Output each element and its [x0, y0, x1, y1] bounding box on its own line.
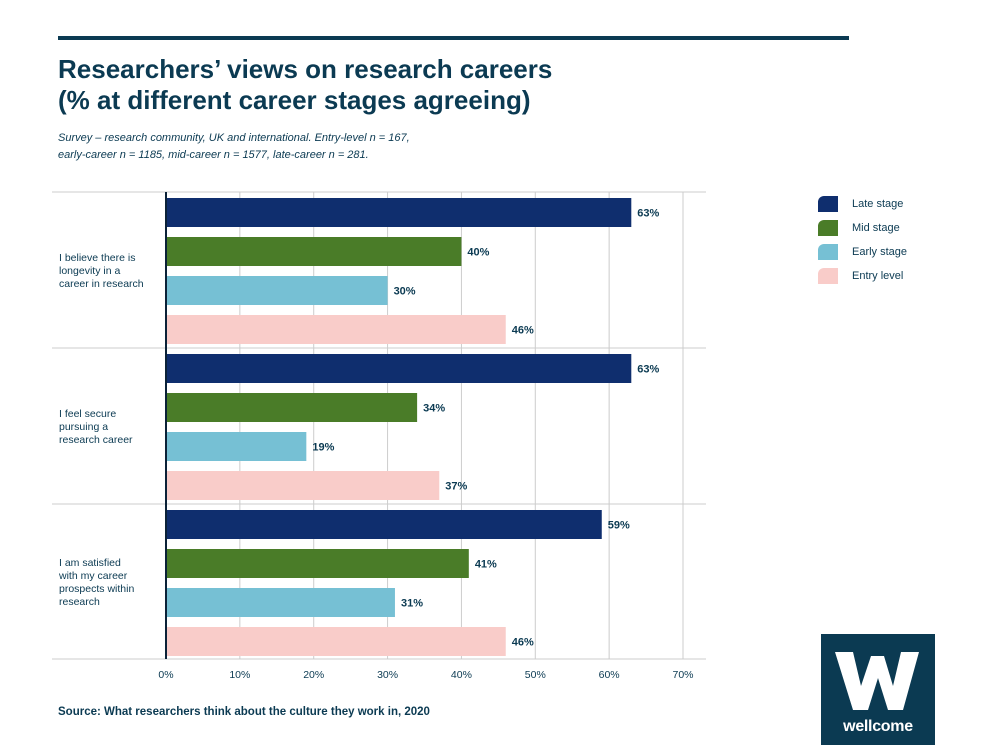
- legend-label-mid: Mid stage: [852, 222, 900, 234]
- legend-label-entry: Entry level: [852, 270, 904, 282]
- x-tick-label: 0%: [158, 669, 173, 681]
- category-label: I believe there is: [59, 252, 135, 264]
- category-label: I feel secure: [59, 408, 116, 420]
- data-label-entry: 46%: [512, 637, 534, 649]
- legend-item-entry: Entry level: [818, 264, 907, 288]
- data-label-late: 63%: [637, 208, 659, 220]
- chart-title-line-2: (% at different career stages agreeing): [58, 85, 531, 115]
- data-label-mid: 40%: [467, 247, 489, 259]
- bar-late: [166, 198, 632, 227]
- data-label-entry: 37%: [445, 481, 467, 493]
- x-tick-label: 10%: [229, 669, 250, 681]
- wellcome-logo: W wellcome: [821, 634, 935, 745]
- bar-entry: [166, 627, 506, 656]
- category-label: career in research: [59, 278, 144, 290]
- chart-title-line-1: Researchers’ views on research careers: [58, 54, 553, 84]
- x-tick-label: 30%: [377, 669, 398, 681]
- category-label: prospects within: [59, 583, 134, 595]
- bar-early: [166, 432, 307, 461]
- subtitle-line-2: early-career n = 1185, mid-career n = 15…: [58, 149, 369, 161]
- category-label: research career: [59, 434, 133, 446]
- chart-legend: Late stage Mid stage Early stage Entry l…: [818, 192, 907, 288]
- data-label-early: 19%: [312, 442, 334, 454]
- legend-swatch-late: [818, 196, 838, 212]
- x-tick-label: 70%: [672, 669, 693, 681]
- data-label-late: 63%: [637, 364, 659, 376]
- bar-late: [166, 510, 602, 539]
- category-label: pursuing a: [59, 421, 108, 433]
- data-label-late: 59%: [608, 520, 630, 532]
- legend-label-early: Early stage: [852, 246, 908, 258]
- data-label-mid: 41%: [475, 559, 497, 571]
- category-label: with my career: [58, 570, 128, 582]
- legend-item-mid: Mid stage: [818, 216, 907, 240]
- wellcome-w-icon: W: [835, 652, 919, 710]
- category-label: research: [59, 596, 100, 608]
- category-label: I am satisfied: [59, 557, 121, 569]
- legend-swatch-mid: [818, 220, 838, 236]
- chart-subtitle: Survey – research community, UK and inte…: [58, 130, 618, 164]
- bar-late: [166, 354, 632, 383]
- legend-swatch-entry: [818, 268, 838, 284]
- bar-entry: [166, 315, 506, 344]
- legend-label-late: Late stage: [852, 198, 904, 210]
- x-tick-label: 50%: [525, 669, 546, 681]
- x-tick-label: 40%: [451, 669, 472, 681]
- legend-item-early: Early stage: [818, 240, 907, 264]
- data-label-mid: 34%: [423, 403, 445, 415]
- bar-mid: [166, 393, 418, 422]
- wellcome-wordmark: wellcome: [843, 718, 913, 735]
- data-label-entry: 46%: [512, 325, 534, 337]
- subtitle-line-1: Survey – research community, UK and inte…: [58, 132, 410, 144]
- category-label: longevity in a: [59, 265, 120, 277]
- legend-swatch-early: [818, 244, 838, 260]
- source-note: Source: What researchers think about the…: [58, 706, 430, 718]
- x-tick-label: 20%: [303, 669, 324, 681]
- bar-early: [166, 276, 388, 305]
- bar-mid: [166, 237, 462, 266]
- legend-item-late: Late stage: [818, 192, 907, 216]
- top-rule: [58, 36, 849, 40]
- chart-title: Researchers’ views on research careers (…: [58, 54, 818, 116]
- data-label-early: 31%: [401, 598, 423, 610]
- x-tick-label: 60%: [599, 669, 620, 681]
- data-label-early: 30%: [394, 286, 416, 298]
- bar-early: [166, 588, 395, 617]
- bar-mid: [166, 549, 469, 578]
- bar-entry: [166, 471, 440, 500]
